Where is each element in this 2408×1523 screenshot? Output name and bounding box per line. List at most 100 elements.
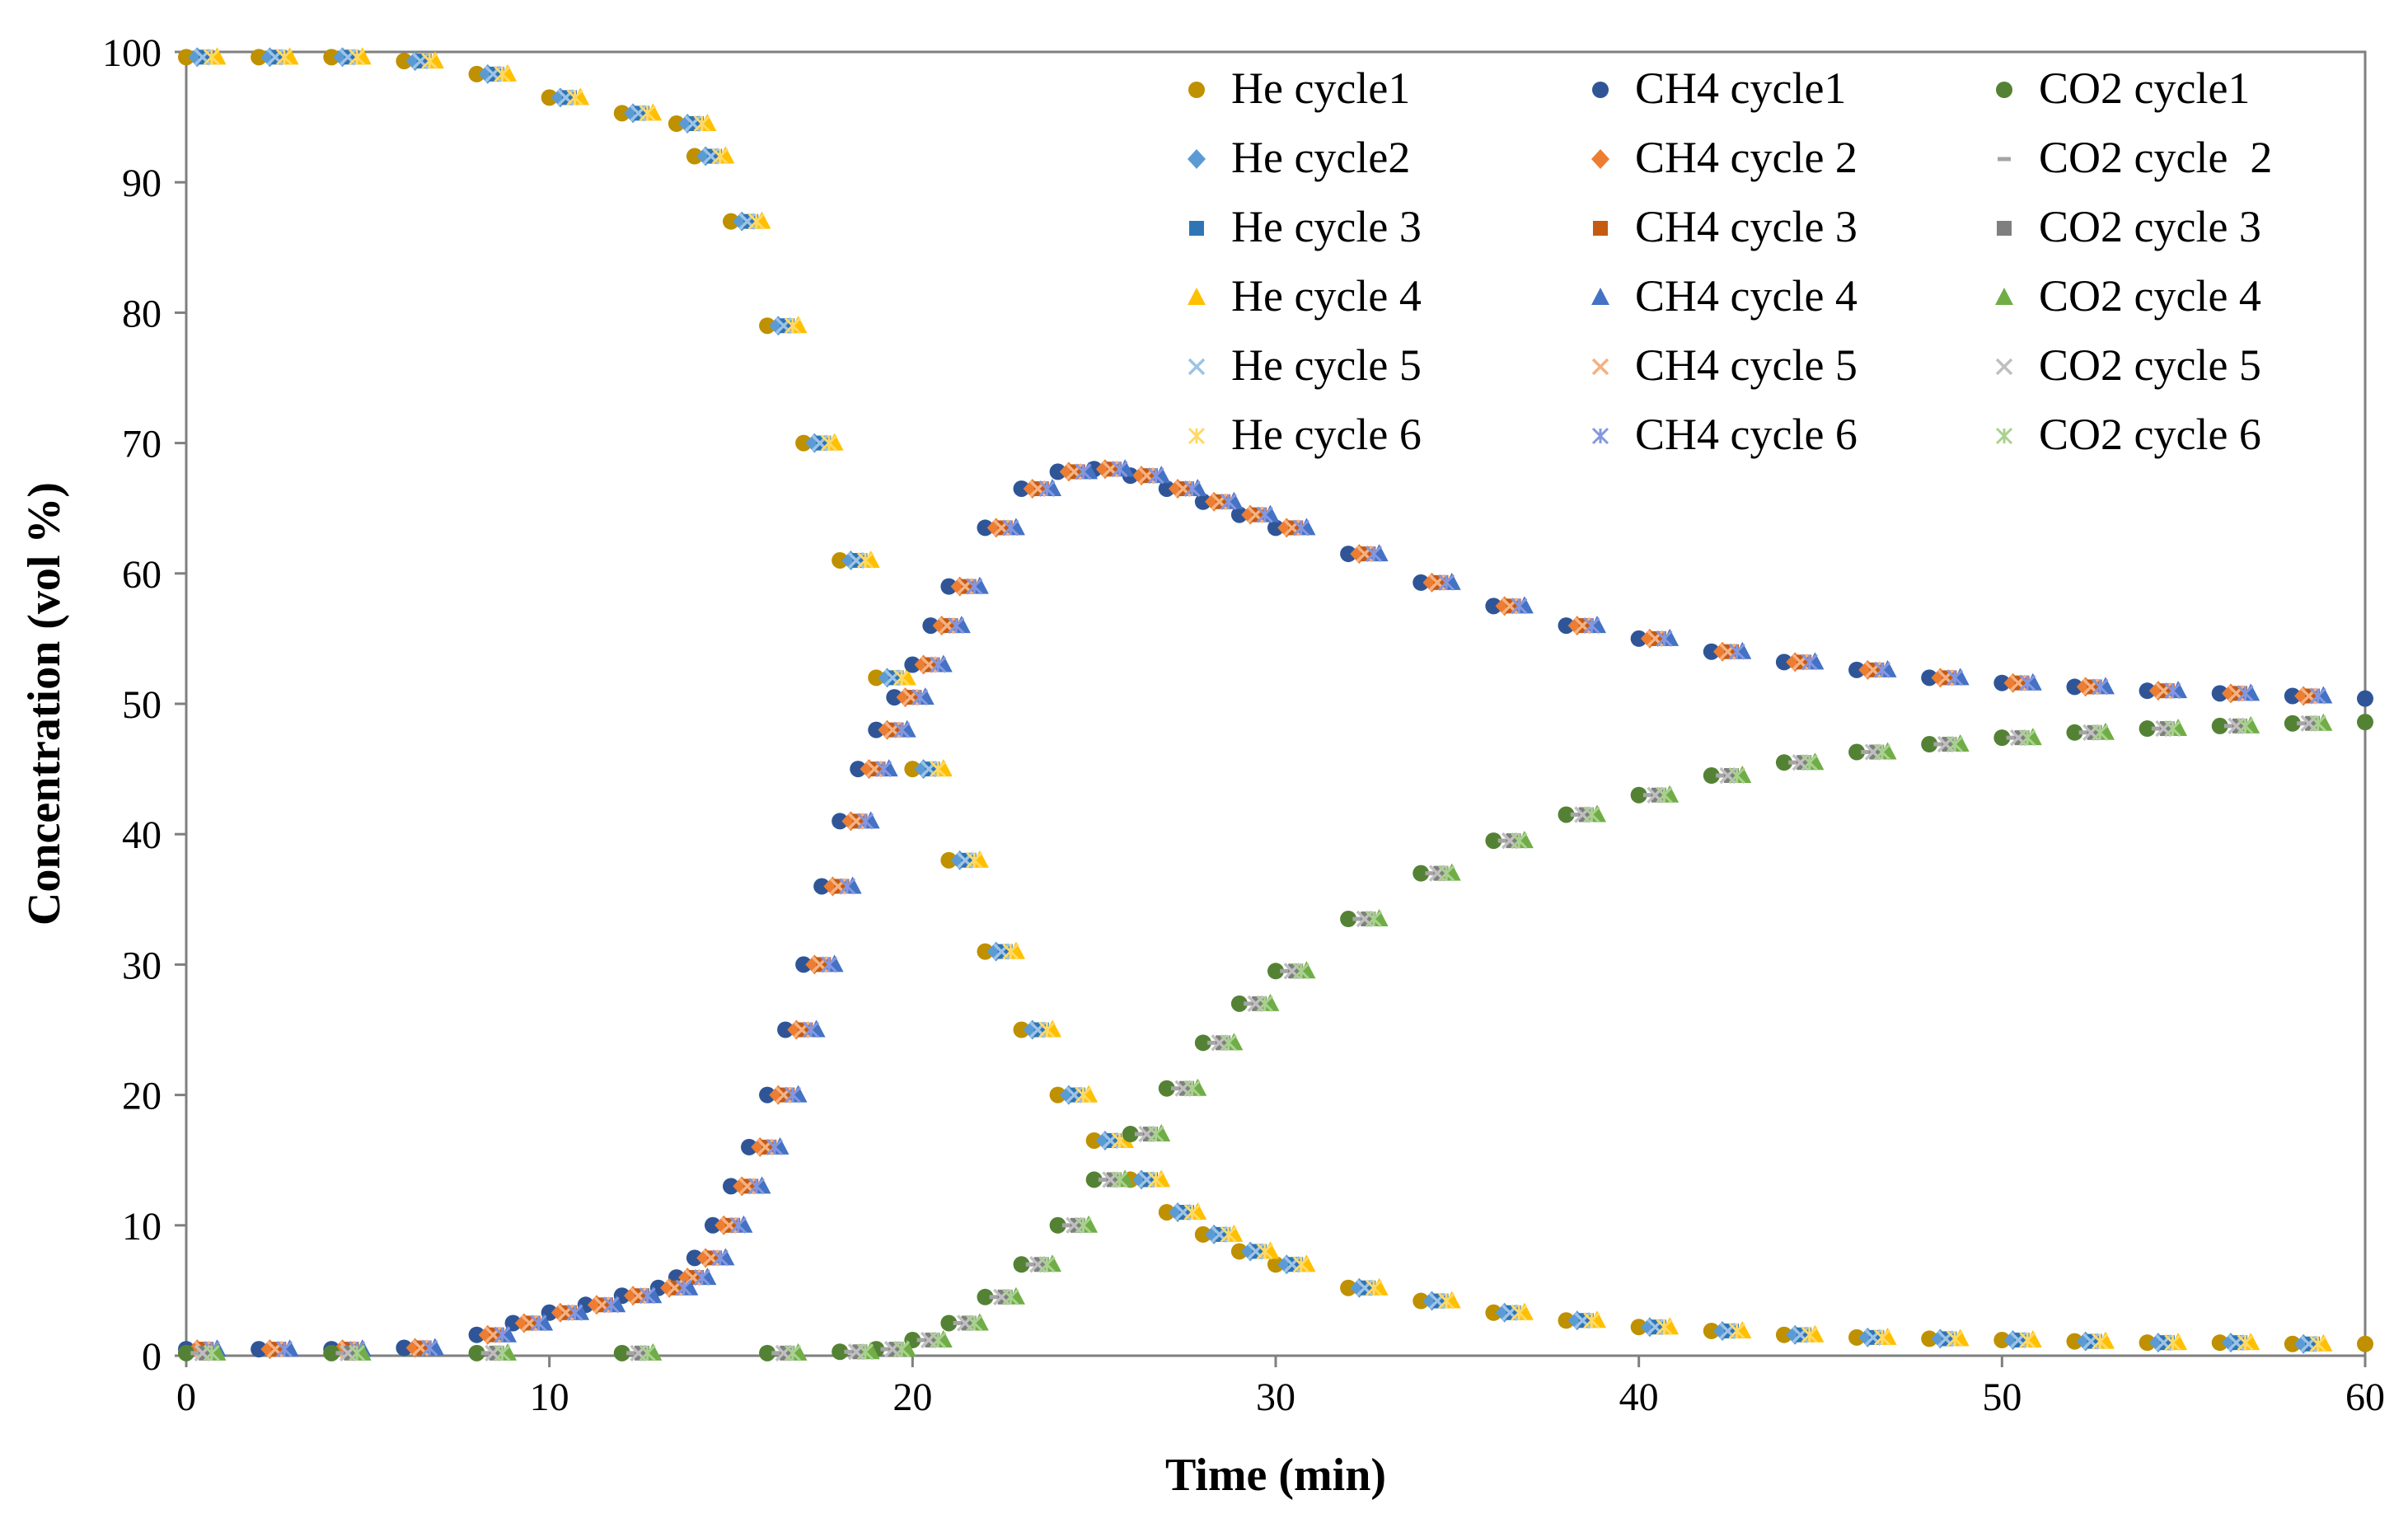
legend-entry: CO2 cycle 6 [1995,410,2261,459]
legend-label: He cycle 5 [1231,340,1422,390]
data-point [820,956,838,973]
data-point [1111,1171,1128,1188]
data-point [2092,724,2109,741]
legend-marker [1995,427,2013,445]
legend-entry: CO2 cycle 2 [1998,133,2272,182]
data-point [2159,1335,2175,1351]
data-point [893,1341,911,1358]
data-point [2164,719,2181,738]
data-point [1848,743,1866,761]
series-ch4-cycle1 [178,461,2373,1358]
data-point [961,579,977,594]
data-point [2087,724,2102,740]
data-point [468,1326,485,1343]
data-point [1506,598,1521,614]
data-point [1801,754,1818,771]
data-point [530,1314,547,1332]
legend-entry: CO2 cycle1 [1996,63,2250,113]
data-point [275,49,293,66]
data-point [199,49,214,65]
data-point [1025,1262,1039,1267]
data-point [1075,1086,1092,1104]
data-point [635,1345,650,1361]
data-point [271,49,287,65]
data-point [2014,1333,2030,1348]
data-point [1583,1312,1600,1329]
data-point [1267,519,1284,537]
data-point [798,1022,813,1038]
data-point [977,943,994,960]
data-point [820,434,838,452]
data-point [2087,679,2102,695]
data-point [997,1289,1013,1305]
data-point [1412,865,1430,882]
data-point [494,1344,511,1361]
data-point [816,957,832,972]
data-point [344,49,359,65]
data-point [686,1249,703,1267]
data-point [707,148,723,164]
data-point [1013,1256,1030,1273]
data-point [1207,1040,1221,1045]
data-point [1728,643,1745,660]
data-point [1147,467,1164,485]
series-co2-cycle-6 [203,715,2326,1361]
data-point [1352,916,1366,921]
data-point [1038,1256,1056,1273]
legend-entry: He cycle 4 [1188,271,1422,321]
x-tick-label: 30 [1256,1375,1295,1419]
data-point [930,1331,947,1349]
data-point [1179,1080,1195,1096]
data-point [1361,546,1376,562]
data-point [1485,832,1502,850]
legend-entry: He cycle2 [1188,133,1410,182]
legend-marker [1997,221,2012,236]
data-point [468,1344,485,1361]
data-point [1216,1226,1231,1242]
data-point [2237,1334,2254,1352]
data-point [2164,682,2181,700]
legend-label: CO2 cycle 3 [2039,202,2261,251]
data-point [1183,480,1201,498]
data-point [2019,1331,2036,1349]
data-point [2164,1334,2181,1352]
data-point [907,690,922,705]
data-point [875,761,892,778]
data-point [1194,493,1211,510]
data-point [747,1178,765,1195]
data-point [1106,462,1122,477]
data-point [178,49,194,66]
data-point [1142,1127,1158,1142]
data-point [1220,1225,1237,1243]
data-point [723,1178,739,1195]
data-point [1724,768,1740,784]
data-point [2237,685,2254,702]
data-point [925,657,940,672]
data-point [704,1216,721,1234]
data-point [966,1314,983,1332]
y-tick-label: 20 [122,1075,162,1118]
data-point [1230,995,1248,1012]
data-point [2092,678,2109,696]
data-point [1049,1086,1066,1104]
data-point [977,1288,994,1305]
data-point [852,552,868,568]
x-tick-label: 40 [1619,1375,1659,1419]
data-point [1946,1330,1964,1347]
data-point [323,49,340,66]
legend-label: He cycle 3 [1231,202,1422,251]
data-point [689,116,705,132]
y-tick-label: 40 [122,813,162,857]
series-he-cycle1 [178,49,2373,1352]
data-point [349,1344,366,1361]
data-point [1946,669,1964,687]
data-point [1340,546,1357,563]
data-point [2237,717,2254,734]
legend-label: CH4 cycle 4 [1635,271,1858,321]
x-tick-label: 0 [176,1375,196,1419]
data-point [795,434,813,452]
data-point [1861,750,1875,755]
data-point [203,1344,220,1361]
legend-marker [1188,149,1206,169]
data-point [2078,730,2092,735]
